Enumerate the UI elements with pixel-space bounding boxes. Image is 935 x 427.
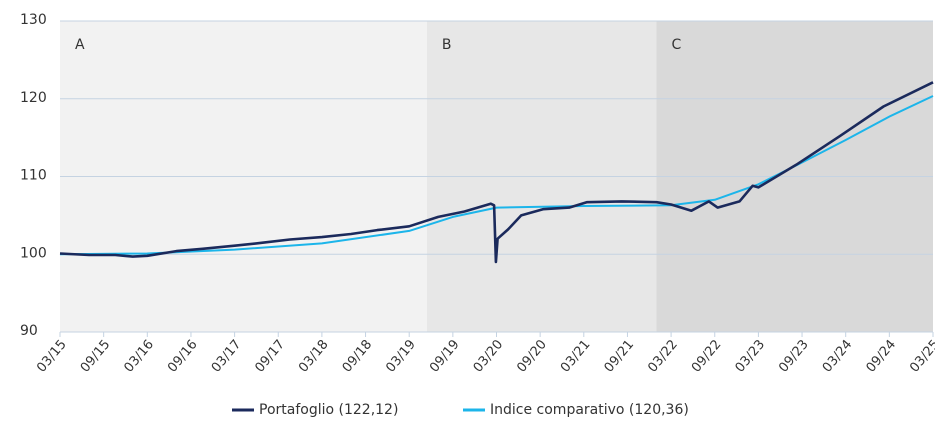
x-tick-label: 09/16 — [165, 337, 201, 375]
y-tick-label: 100 — [20, 245, 47, 261]
x-tick-label: 03/23 — [733, 337, 769, 375]
x-tick-label: 09/20 — [514, 337, 550, 375]
x-tick-label: 09/15 — [78, 337, 114, 375]
x-tick-label: 03/18 — [296, 337, 332, 375]
legend-label: Indice comparativo (120,36) — [490, 402, 689, 418]
x-tick-label: 03/22 — [645, 337, 681, 375]
series-line — [59, 81, 934, 264]
x-tick-label: 09/21 — [602, 337, 638, 375]
x-tick-label: 09/19 — [427, 337, 463, 375]
y-tick-label: 90 — [20, 323, 38, 339]
region-label: C — [672, 37, 682, 53]
x-tick-label: 09/18 — [340, 337, 376, 375]
y-tick-label: 130 — [20, 12, 47, 28]
x-tick-label: 03/17 — [209, 337, 245, 375]
x-tick-label: 03/21 — [558, 337, 594, 375]
series-line — [59, 95, 934, 256]
x-tick-label: 09/22 — [689, 337, 725, 375]
x-tick-label: 03/24 — [820, 337, 856, 375]
x-tick-label: 03/19 — [383, 337, 419, 375]
x-tick-label: 03/20 — [471, 337, 507, 375]
x-tick-label: 03/25 — [907, 337, 935, 375]
x-tick-label: 09/24 — [864, 337, 900, 375]
x-tick-label: 09/17 — [252, 337, 288, 375]
region-label: B — [442, 37, 452, 53]
y-tick-label: 110 — [20, 168, 47, 184]
x-tick-label: 03/15 — [34, 337, 70, 375]
y-tick-label: 120 — [20, 90, 47, 106]
x-tick-label: 09/23 — [776, 337, 812, 375]
legend-label: Portafoglio (122,12) — [259, 402, 398, 418]
region-label: A — [75, 37, 85, 53]
x-tick-label: 03/16 — [121, 337, 157, 375]
